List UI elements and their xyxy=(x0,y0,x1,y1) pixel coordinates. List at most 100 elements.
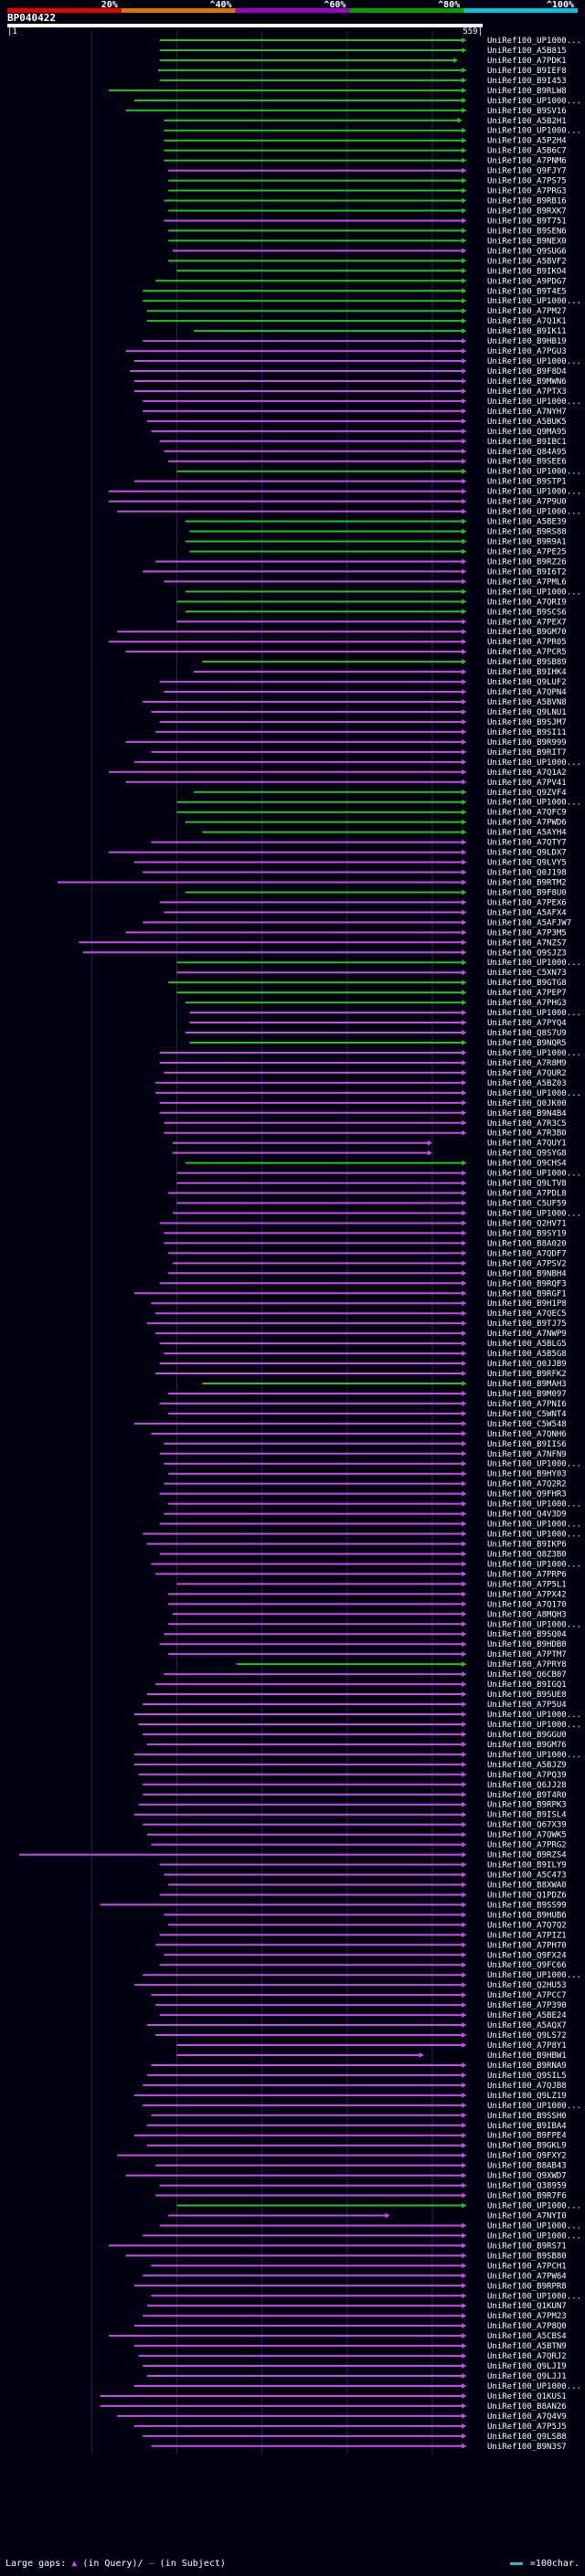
hit-label: UniRef100_Q6JJ28 xyxy=(487,1781,567,1790)
hit-arrow xyxy=(462,438,467,444)
hit-row: UniRef100_Q9LJI9 xyxy=(143,2362,567,2371)
hit-arrow xyxy=(462,1741,467,1747)
hit-arrow xyxy=(462,1361,467,1367)
hit-arrow xyxy=(462,2412,467,2419)
hit-label: UniRef100_C5W548 xyxy=(487,1420,567,1429)
hit-arrow xyxy=(462,1049,467,1055)
hit-row: UniRef100_A5BVN8 xyxy=(143,698,567,707)
hit-label: UniRef100_Q9LTV8 xyxy=(487,1180,567,1189)
hit-label: UniRef100_UP1000... xyxy=(487,97,581,106)
identity-scale: 20% ^40% ^60% ^80% ^100% xyxy=(7,0,578,13)
hit-label: UniRef100_UP1000... xyxy=(487,1209,581,1218)
hit-row: UniRef100_A7PDL8 xyxy=(168,1190,567,1199)
hit-arrow xyxy=(462,67,467,73)
hit-row: UniRef100_UP1000... xyxy=(133,97,581,106)
hit-label: UniRef100_A7P8Y1 xyxy=(487,2041,567,2051)
hit-label: UniRef100_B9SB80 xyxy=(487,2252,567,2261)
hit-row: UniRef100_A7PEX6 xyxy=(159,898,567,907)
hit-label: UniRef100_A5BVN8 xyxy=(487,698,567,707)
hit-row: UniRef100_B9RB16 xyxy=(164,197,567,207)
hit-arrow xyxy=(462,107,467,113)
hit-arrow xyxy=(419,2051,424,2058)
hit-label: UniRef100_B9RZ26 xyxy=(487,557,567,567)
hit-label: UniRef100_UP1000... xyxy=(487,297,581,306)
hit-label: UniRef100_A7P5U4 xyxy=(487,1701,567,1710)
hit-arrow xyxy=(462,1380,467,1386)
hit-row: UniRef100_B8A020 xyxy=(164,1239,567,1248)
hit-row: UniRef100_A8MQH3 xyxy=(172,1610,567,1619)
hit-row: UniRef100_B9NQR5 xyxy=(189,1039,567,1048)
hit-label: UniRef100_A7NFN9 xyxy=(487,1450,567,1459)
hit-label: UniRef100_B9RLW8 xyxy=(487,87,567,96)
hit-arrow xyxy=(462,137,467,143)
hit-arrow xyxy=(462,2182,467,2189)
hit-arrow xyxy=(462,1109,467,1116)
axis-end-label: 559| xyxy=(463,27,483,37)
hit-arrow xyxy=(462,2062,467,2068)
hit-label: UniRef100_UP1000... xyxy=(487,1560,581,1569)
hit-arrow xyxy=(462,398,467,404)
hit-arrow xyxy=(462,228,467,234)
hit-row: UniRef100_A5CBS4 xyxy=(108,2332,567,2341)
gap-subject-glyph: – xyxy=(148,2559,154,2569)
hit-label: UniRef100_A7PV41 xyxy=(487,779,567,788)
hit-row: UniRef100_B9R7F6 xyxy=(155,2192,567,2201)
hit-row: UniRef100_UP1000... xyxy=(176,799,581,808)
hit-row: UniRef100_B9MWN6 xyxy=(133,377,567,387)
hit-row: UniRef100_UP1000... xyxy=(133,1711,581,1720)
hit-label: UniRef100_B9RNA9 xyxy=(487,2062,567,2071)
hit-row: UniRef100_A7P8Y1 xyxy=(176,2041,567,2051)
hit-label: UniRef100_A7R8M9 xyxy=(487,1059,567,1068)
hit-row: UniRef100_B9H1P8 xyxy=(151,1299,567,1309)
hit-arrow xyxy=(385,2212,390,2219)
hit-arrow xyxy=(462,157,467,164)
hit-label: UniRef100_B9NBH4 xyxy=(487,1269,567,1278)
hit-arrow xyxy=(462,1420,467,1426)
hit-label: UniRef100_A7PML6 xyxy=(487,578,567,587)
identity-segment xyxy=(235,8,350,13)
hit-arrow xyxy=(462,1571,467,1577)
hit-row: UniRef100_A7QDF7 xyxy=(168,1249,567,1258)
hit-row: UniRef100_B9IGQ1 xyxy=(155,1680,567,1690)
hit-label: UniRef100_UP1000... xyxy=(487,758,581,768)
hit-row: UniRef100_A7PYQ4 xyxy=(189,1019,567,1028)
hit-arrow xyxy=(462,1410,467,1416)
hit-arrow xyxy=(462,408,467,414)
hit-row: UniRef100_Q9FX24 xyxy=(164,1951,567,1960)
hit-row: UniRef100_B9RS88 xyxy=(189,528,567,537)
hit-label: UniRef100_B9IIS6 xyxy=(487,1440,567,1449)
hit-row: UniRef100_A7QNH6 xyxy=(151,1430,567,1439)
hit-row: UniRef100_B9IKO4 xyxy=(176,267,567,276)
identity-segment xyxy=(463,8,578,13)
hit-row: UniRef100_A7PTX3 xyxy=(133,387,567,397)
hit-label: UniRef100_B9SUE8 xyxy=(487,1691,567,1700)
hit-row: UniRef100_A7NWP9 xyxy=(155,1330,567,1339)
hit-row: UniRef100_A7PM27 xyxy=(146,307,567,316)
hit-label: UniRef100_A7QRJ2 xyxy=(487,2352,567,2361)
hit-arrow xyxy=(462,1671,467,1678)
hit-label: UniRef100_A7QDF7 xyxy=(487,1249,567,1258)
hit-label: UniRef100_B9SJM7 xyxy=(487,718,567,727)
hit-row: UniRef100_B9RGF1 xyxy=(133,1289,567,1299)
hit-label: UniRef100_B9GTG8 xyxy=(487,979,567,988)
hit-arrow xyxy=(462,2363,467,2369)
hit-arrow xyxy=(462,1170,467,1176)
hit-label: UniRef100_Q9LUF2 xyxy=(487,678,567,687)
hit-label: UniRef100_Q9FJY7 xyxy=(487,167,567,176)
hit-label: UniRef100_A7PTX3 xyxy=(487,387,567,397)
hit-arrow xyxy=(462,949,467,956)
hit-label: UniRef100_A7PR05 xyxy=(487,638,567,647)
hit-arrow xyxy=(462,1912,467,1918)
hit-arrow xyxy=(462,278,467,284)
hit-row: UniRef100_UP1000... xyxy=(151,1560,581,1569)
hit-label: UniRef100_UP1000... xyxy=(487,1521,581,1530)
hit-label: UniRef100_Q0J198 xyxy=(487,869,567,878)
identity-segment xyxy=(7,8,122,13)
hit-arrow xyxy=(462,1922,467,1928)
hit-arrow xyxy=(462,1531,467,1537)
hit-arrow xyxy=(462,839,467,845)
hit-row: UniRef100_A7PWD6 xyxy=(185,819,567,828)
hit-arrow xyxy=(462,899,467,906)
hit-row: UniRef100_A7PRP6 xyxy=(155,1570,567,1579)
hit-arrow xyxy=(462,2192,467,2199)
